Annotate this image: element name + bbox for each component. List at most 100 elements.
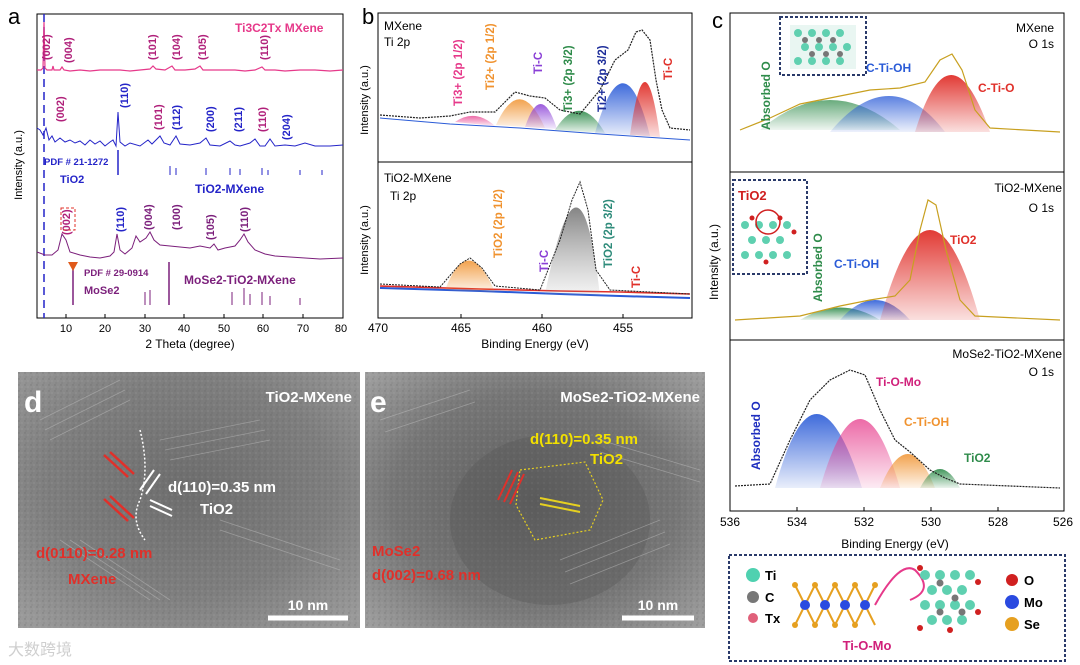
- c1-lab-ctioh: C-Ti-OH: [866, 61, 911, 75]
- legend-c: C: [765, 590, 775, 605]
- e-scale-label: 10 nm: [638, 597, 678, 613]
- d-lattice-fringes: [39, 379, 341, 601]
- b-lab-ti2-12: Ti2+ (2p 1/2): [485, 23, 497, 90]
- b-top-fit: [379, 29, 691, 131]
- c-tick-528: 528: [988, 515, 1008, 529]
- b-lab-ti2-32: Ti2+ (2p 3/2): [597, 45, 609, 112]
- b-top-peak-ti3-12: [455, 115, 495, 126]
- peak-m-100: (100): [171, 204, 183, 230]
- mose2-ref-label: PDF # 29-0914: [84, 268, 149, 279]
- xrd-ylabel: Intensity (a.u.): [13, 130, 25, 200]
- b-lab-tio2-12: TiO2 (2p 1/2): [493, 189, 505, 258]
- peak-mx-105: (105): [197, 34, 209, 60]
- b-tick-marks: [460, 314, 624, 318]
- peak-mx-004: (004): [63, 37, 75, 63]
- c-tick-marks: [796, 507, 999, 511]
- peak-t-204: (204): [281, 114, 293, 140]
- peak-t-002: (002): [55, 96, 67, 122]
- e-tio2-region: [515, 461, 604, 541]
- b-lab-bot-tic2: Ti-C: [631, 266, 643, 288]
- legend-bond: Ti-O-Mo: [843, 638, 892, 653]
- c3-fit: [734, 369, 1061, 489]
- c1-inset-crystal: [790, 25, 856, 69]
- e-d002: d(002)=0.68 nm: [372, 567, 481, 584]
- c2-inset-crystal: [741, 209, 797, 265]
- mose2-ref-name: MoSe2: [84, 285, 119, 297]
- d-d110: d(110)=0.35 nm: [168, 479, 276, 496]
- panel-e: e MoSe2-TiO2-MXene d(110)=0.35 nm TiO2 M…: [365, 372, 705, 628]
- c2-inset-box: [732, 179, 808, 275]
- xrd-mose2-marker: [68, 262, 78, 271]
- panel-a: a (002) (004) (101) (104) (105) (110) Ti…: [8, 4, 347, 351]
- b-xlabel: Binding Energy (eV): [481, 337, 588, 351]
- e-red-fringes: [497, 469, 525, 505]
- b-top-title: MXene: [384, 19, 422, 33]
- c1-sub: O 1s: [1029, 37, 1054, 51]
- legend-tx-dot: [748, 613, 758, 623]
- tio2-ref-label: PDF # 21-1272: [44, 157, 108, 168]
- b-tick-460: 460: [532, 321, 552, 335]
- b-bot-sub: Ti 2p: [390, 189, 417, 203]
- b-top-sub: Ti 2p: [384, 35, 411, 49]
- b-lab-tic-12: Ti-C: [533, 52, 545, 74]
- b-lab-ti3-32: Ti3+ (2p 3/2): [563, 45, 575, 112]
- e-lattice-fringes: [379, 389, 701, 585]
- c1-lab-ctio: C-Ti-O: [978, 81, 1014, 95]
- series-mxene-label: Ti3C2Tx MXene: [235, 21, 324, 35]
- b-bot-peak-tio2-12: [445, 260, 495, 292]
- xrd-tick-10: 10: [60, 323, 72, 335]
- legend-ti-dot: [746, 568, 760, 582]
- xrd-tick-40: 40: [178, 323, 190, 335]
- c3-lab-ctioh: C-Ti-OH: [904, 415, 949, 429]
- c-tick-526: 526: [1053, 515, 1073, 529]
- c3-lab-tiomo: Ti-O-Mo: [876, 375, 921, 389]
- legend-se-dot: [1005, 617, 1019, 631]
- b-lab-ti3-12: Ti3+ (2p 1/2): [453, 39, 465, 106]
- xrd-mose2-trace: [36, 231, 344, 260]
- e-yellow-fringes: [539, 497, 581, 513]
- c1-title: MXene: [1016, 21, 1054, 35]
- watermark: 大数跨境: [8, 642, 73, 659]
- peak-t-110b: (110): [257, 107, 269, 132]
- c-legend-box: [728, 554, 1066, 662]
- b-lab-tic-32: Ti-C: [663, 58, 675, 80]
- d-panel-label: d: [24, 386, 42, 419]
- b-bot-peak-tio2-32: [545, 207, 600, 296]
- c2-lab-tio2-inset: TiO2: [738, 188, 767, 203]
- d-d0110: d(0110)=0.28 nm: [36, 545, 152, 562]
- peak-t-110: (110): [119, 83, 131, 108]
- c2-lab-ctioh: C-Ti-OH: [834, 257, 879, 271]
- peak-m-110: (110): [115, 207, 127, 232]
- peak-mx-002: (002): [41, 34, 53, 60]
- panel-c-label: c: [712, 8, 723, 33]
- legend-se: Se: [1024, 617, 1040, 632]
- c3-lab-abs: Absorbed O: [749, 401, 763, 470]
- b-ylabel-top: Intensity (a.u.): [359, 65, 371, 135]
- series-mose2-label: MoSe2-TiO2-MXene: [184, 273, 296, 287]
- panel-a-label: a: [8, 4, 21, 29]
- c-tick-536: 536: [720, 515, 740, 529]
- c1-peak-ctioh: [830, 96, 945, 132]
- xrd-mose2-ref-ticks: [144, 288, 301, 305]
- c2-peak-tio2: [880, 230, 980, 320]
- peak-m-110: (110): [239, 207, 251, 232]
- peak-mx-101: (101): [147, 34, 159, 60]
- panel-c: c MXene O 1s Absorbed O C-Ti-OH C-Ti-O T…: [707, 8, 1073, 662]
- d-d110-phase: TiO2: [200, 501, 233, 518]
- b-top-peak-tic-12: [525, 103, 557, 129]
- legend-c-dot: [747, 591, 759, 603]
- b-lab-bot-tic: Ti-C: [539, 250, 551, 272]
- peak-mx-104: (104): [171, 34, 183, 60]
- peak-m-002: (002): [61, 209, 73, 235]
- xrd-tick-80: 80: [335, 323, 347, 335]
- peak-t-101: (101): [153, 104, 165, 130]
- c-ylabel: Intensity (a.u.): [707, 224, 721, 300]
- series-tio2mx-label: TiO2-MXene: [195, 182, 264, 196]
- peak-t-211: (211): [233, 107, 245, 132]
- legend-mo: Mo: [1024, 595, 1043, 610]
- d-white-fringes: [139, 469, 173, 517]
- c-legend: Ti C Tx O Mo Se Ti-O-Mo: [746, 565, 1043, 653]
- peak-mx-110: (110): [259, 35, 271, 60]
- xrd-xlabel: 2 Theta (degree): [145, 337, 234, 351]
